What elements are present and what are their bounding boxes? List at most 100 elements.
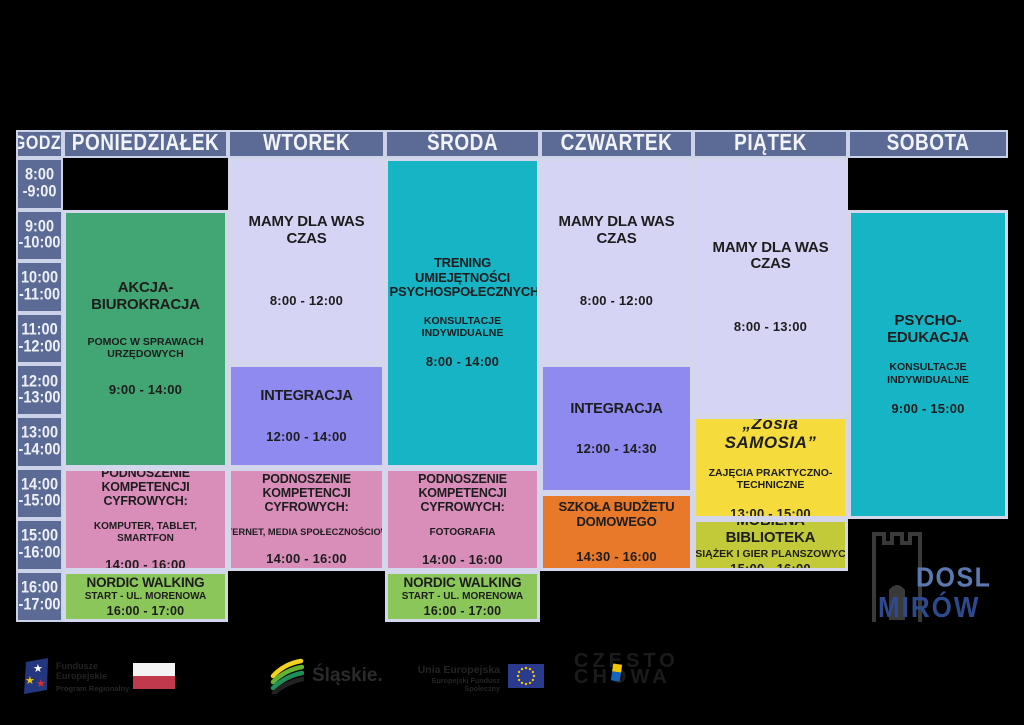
event-time: 12:00 - 14:30 bbox=[576, 441, 657, 457]
event-title: PODNOSZENIE KOMPETENCJI CYFROWYCH: bbox=[418, 471, 507, 514]
time-slot: 15:00 -16:00 bbox=[16, 519, 63, 571]
time-slot-label: -14:00 bbox=[18, 440, 61, 459]
day-label: WTOREK bbox=[262, 130, 351, 157]
event-time: 14:00 - 16:00 bbox=[105, 557, 186, 571]
event-nordic-walking-sroda: NORDIC WALKING START - UL. MORENOWA 16:0… bbox=[385, 570, 540, 623]
event-title: MAMY DLA WAS CZAS bbox=[712, 238, 829, 273]
time-slot-label: 15:00 bbox=[20, 527, 59, 546]
event-title: NORDIC WALKING bbox=[86, 575, 205, 591]
event-time: 14:00 - 16:00 bbox=[422, 551, 503, 567]
time-slot: 11:00 -12:00 bbox=[16, 312, 63, 365]
event-time: 9:00 - 14:00 bbox=[108, 382, 183, 398]
event-time: 8:00 - 12:00 bbox=[269, 293, 344, 309]
poland-flag-icon bbox=[133, 663, 175, 689]
time-slot-label: -9:00 bbox=[22, 182, 57, 201]
header-day-monday: PONIEDZIAŁEK bbox=[63, 130, 228, 158]
time-slot: 16:00 -17:00 bbox=[16, 570, 63, 623]
day-label: PIĄTEK bbox=[734, 130, 807, 157]
event-mamy-dla-was-czas-czwartek: MAMY DLA WAS CZAS 8:00 - 12:00 bbox=[540, 158, 693, 365]
header-day-wednesday: ŚRODA bbox=[385, 130, 540, 158]
event-title: MAMY DLA WAS CZAS bbox=[248, 212, 365, 247]
event-subtitle: KONSULTACJE INDYWIDUALNE bbox=[887, 361, 969, 386]
event-subtitle: FOTOGRAFIA bbox=[429, 526, 496, 538]
event-psycho-edukacja: PSYCHO-EDUKACJA KONSULTACJE INDYWIDUALNE… bbox=[848, 209, 1008, 520]
time-slot-label: 14:00 bbox=[20, 475, 59, 494]
header-day-thursday: CZWARTEK bbox=[540, 130, 693, 158]
event-subtitle: ZAJĘCIA PRAKTYCZNO-TECHNICZNE bbox=[708, 466, 833, 492]
czestochowa-logo: CZĘSTO CHOWA bbox=[574, 650, 679, 688]
event-title: MAMY DLA WAS CZAS bbox=[558, 212, 675, 247]
event-subtitle: INTERNET, MEDIA SPOŁECZNOŚCIOWE bbox=[231, 527, 382, 538]
fundusze-europejskie-flag-icon: ★ ★ ★ bbox=[24, 658, 48, 694]
event-title: PSYCHO-EDUKACJA bbox=[887, 311, 969, 346]
event-title: TRENING UMIEJĘTNOŚCI PSYCHOSPOŁECZNYCH bbox=[389, 255, 540, 300]
unia-europejska-label: Unia Europejska Europejski Fundusz Społe… bbox=[404, 664, 500, 694]
event-integracja-wtorek: INTEGRACJA 12:00 - 14:00 bbox=[228, 364, 385, 468]
slaskie-label: Śląskie. bbox=[312, 665, 383, 686]
event-kompetencje-cyfrowe-sroda: PODNOSZENIE KOMPETENCJI CYFROWYCH: FOTOG… bbox=[385, 467, 540, 571]
time-slot-label: 9:00 bbox=[24, 217, 55, 236]
slaskie-swoosh-icon bbox=[270, 658, 304, 694]
time-slot-label: -12:00 bbox=[18, 337, 61, 356]
day-label: SOBOTA bbox=[886, 130, 970, 157]
event-subtitle: POMOC W SPRAWACH URZĘDOWYCH bbox=[87, 335, 204, 360]
time-slot-label: 12:00 bbox=[20, 372, 59, 391]
fundusze-line2: Europejskie bbox=[56, 670, 108, 681]
event-time: 14:00 - 16:00 bbox=[266, 551, 347, 567]
event-mamy-dla-was-czas-wtorek: MAMY DLA WAS CZAS 8:00 - 12:00 bbox=[228, 158, 385, 365]
time-slot-label: -17:00 bbox=[18, 595, 61, 614]
time-slot-label: -13:00 bbox=[18, 388, 61, 408]
unia-europejska-logo: Unia Europejska Europejski Fundusz Społe… bbox=[404, 664, 544, 694]
event-kompetencje-cyfrowe-wtorek: PODNOSZENIE KOMPETENCJI CYFROWYCH: INTER… bbox=[228, 467, 385, 571]
event-mobilna-biblioteka: MOBILNA BIBLIOTEKA KSIĄŻEK I GIER PLANSZ… bbox=[693, 519, 848, 571]
eu-line2: Europejski Fundusz Społeczny bbox=[431, 675, 500, 694]
castle-logo-text-mirow: MIRÓW bbox=[878, 590, 981, 624]
event-time: 15:00 - 16:00 bbox=[730, 561, 811, 571]
castle-tower-icon bbox=[872, 532, 922, 622]
fundusze-line3: Program Regionalny bbox=[56, 683, 130, 693]
time-slot: 10:00 -11:00 bbox=[16, 261, 63, 313]
time-slot: 13:00 -14:00 bbox=[16, 415, 63, 468]
svg-text:★: ★ bbox=[36, 678, 46, 690]
event-zosia-samosia: „Zosia SAMOSIA” ZAJĘCIA PRAKTYCZNO-TECHN… bbox=[693, 415, 848, 520]
time-slot: 12:00 -13:00 bbox=[16, 364, 63, 416]
event-time: 8:00 - 13:00 bbox=[733, 319, 808, 335]
time-slot-label: 13:00 bbox=[20, 423, 59, 443]
event-title: PODNOSZENIE KOMPETENCJI CYFROWYCH: bbox=[262, 472, 351, 515]
eu-line1: Unia Europejska bbox=[417, 664, 500, 676]
event-integracja-czwartek: INTEGRACJA 12:00 - 14:30 bbox=[540, 364, 693, 494]
event-nordic-walking-poniedzialek: NORDIC WALKING START - UL. MORENOWA 16:0… bbox=[63, 570, 228, 623]
event-szkola-budzetu-domowego: SZKOŁA BUDŻETU DOMOWEGO 14:30 - 16:00 bbox=[540, 493, 693, 571]
czestochowa-line1: CZĘSTO bbox=[574, 650, 679, 672]
dosl-mirow-logo: DOSL MIRÓW bbox=[856, 520, 1012, 638]
time-slot: 9:00 -10:00 bbox=[16, 209, 63, 262]
time-slot-label: -10:00 bbox=[18, 234, 61, 253]
event-title: MOBILNA BIBLIOTEKA bbox=[725, 519, 816, 547]
event-title: PODNOSZENIE KOMPETENCJI CYFROWYCH: bbox=[101, 467, 190, 508]
eu-flag-icon bbox=[508, 664, 544, 688]
event-kompetencje-cyfrowe-poniedzialek: PODNOSZENIE KOMPETENCJI CYFROWYCH: KOMPU… bbox=[63, 467, 228, 571]
event-time: 16:00 - 17:00 bbox=[106, 604, 185, 618]
fundusze-line1: Fundusze bbox=[56, 661, 98, 671]
event-time: 14:30 - 16:00 bbox=[576, 549, 657, 565]
event-subtitle: START - UL. MORENOWA bbox=[401, 591, 524, 603]
day-label: ŚRODA bbox=[426, 130, 499, 157]
svg-text:★: ★ bbox=[33, 663, 43, 675]
time-slot-label: -15:00 bbox=[18, 492, 61, 511]
event-subtitle: KONSULTACJE INDYWIDUALNE bbox=[421, 314, 504, 340]
fundusze-europejskie-logo: ★ ★ ★ Fundusze Europejskie Program Regio… bbox=[24, 658, 129, 694]
header-day-tuesday: WTOREK bbox=[228, 130, 385, 158]
event-subtitle: KOMPUTER, TABLET, SMARTFON bbox=[93, 520, 198, 544]
time-slot-label: 16:00 bbox=[20, 578, 59, 598]
castle-logo-text-dosl: DOSL bbox=[916, 562, 992, 594]
event-mamy-dla-was-czas-piatek: MAMY DLA WAS CZAS 8:00 - 13:00 bbox=[693, 158, 848, 416]
event-subtitle: START - UL. MORENOWA bbox=[84, 591, 207, 603]
event-trening-umiejetnosci: TRENING UMIEJĘTNOŚCI PSYCHOSPOŁECZNYCH K… bbox=[385, 158, 540, 468]
header-day-saturday: SOBOTA bbox=[848, 130, 1008, 158]
czestochowa-line2: CHOWA bbox=[574, 666, 671, 688]
time-slot-label: 10:00 bbox=[20, 269, 59, 288]
day-label: CZWARTEK bbox=[560, 130, 673, 157]
event-title: NORDIC WALKING bbox=[403, 575, 522, 591]
time-slot-label: 8:00 bbox=[24, 165, 55, 185]
